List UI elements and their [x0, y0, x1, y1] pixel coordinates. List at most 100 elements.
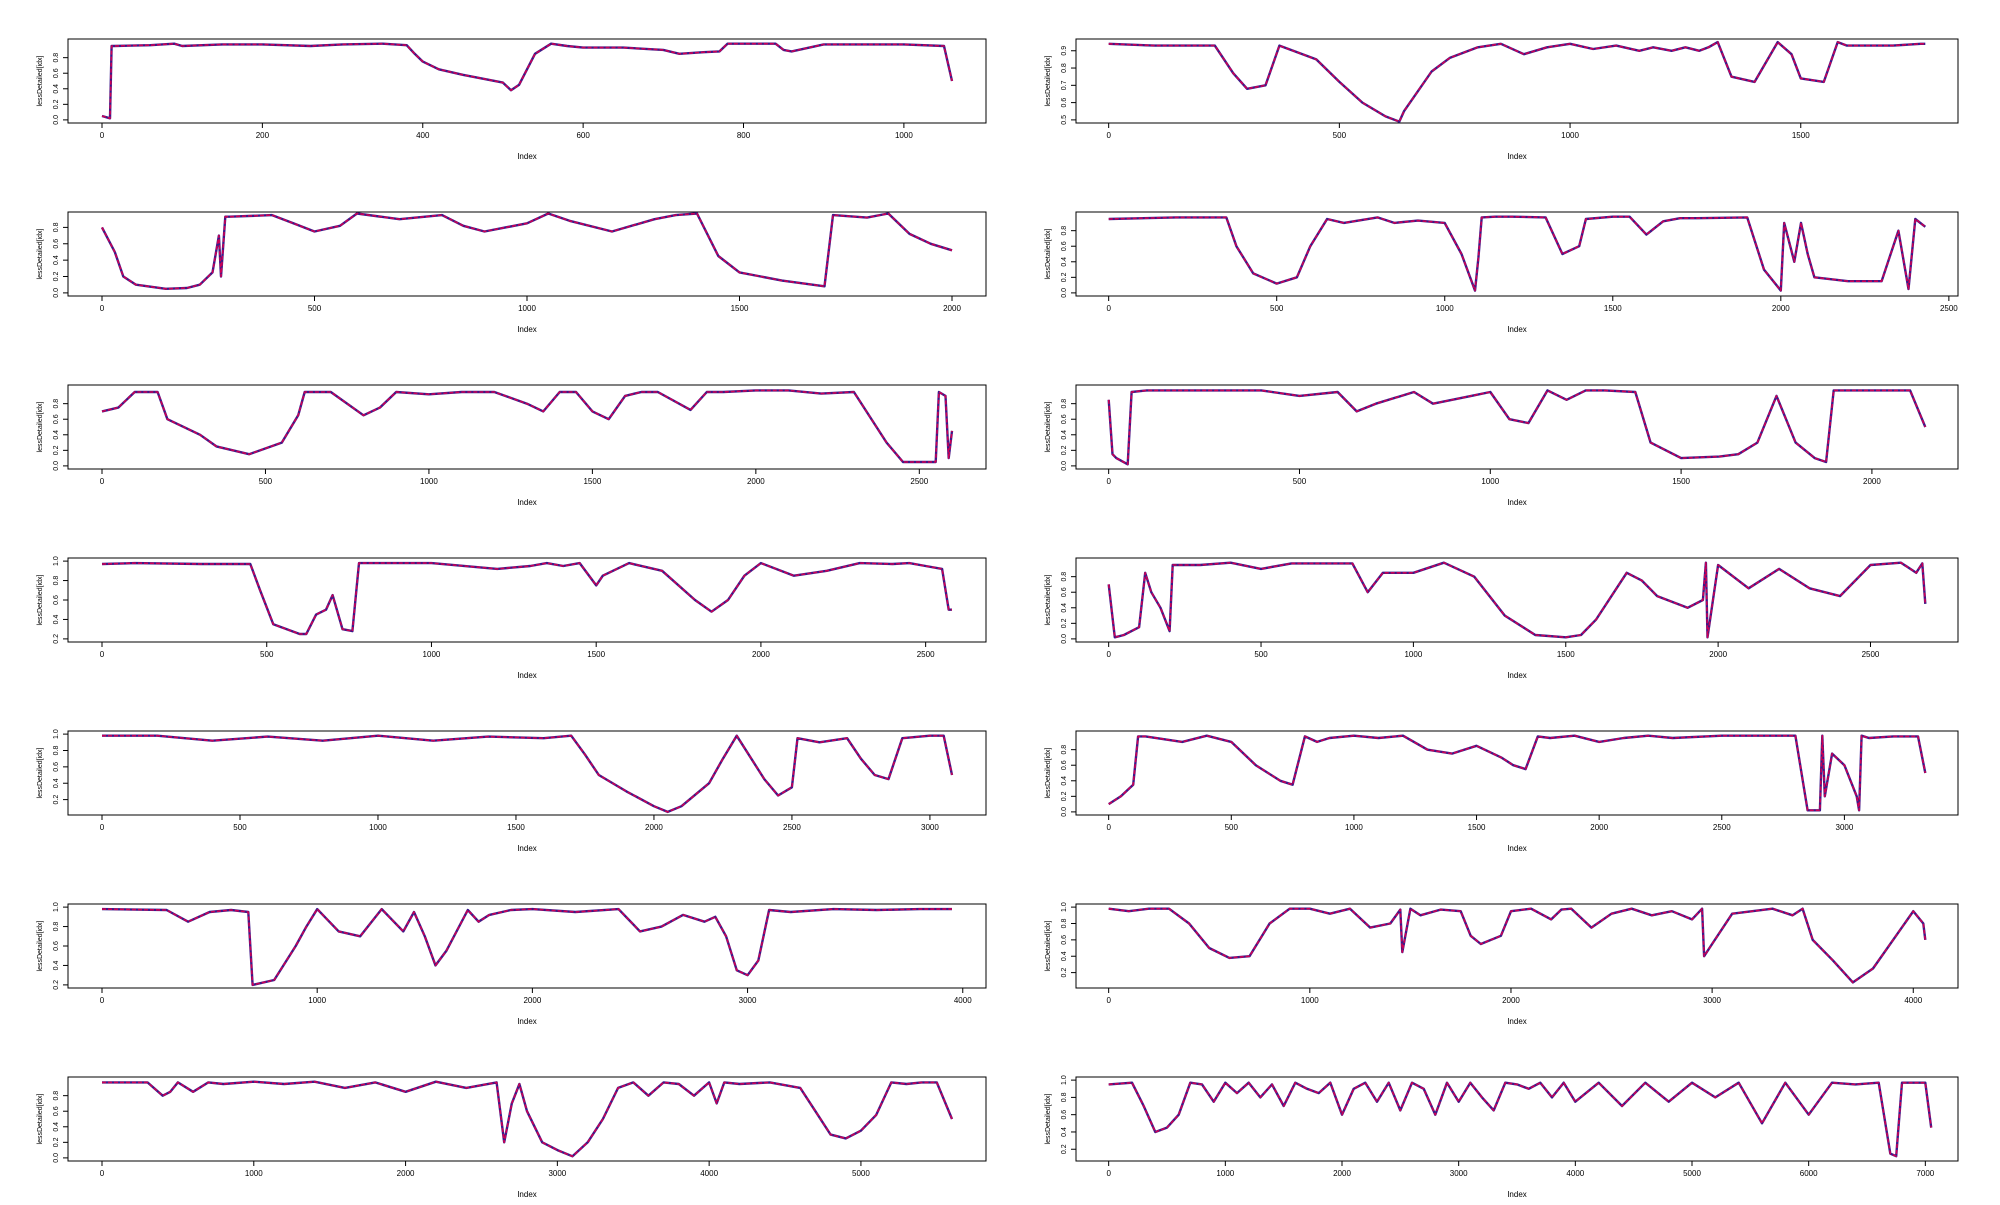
chart-panel-14: 0 1000 2000 3000 4000 5000 6000 7000 0.2 0.4 0.6 0.…: [1045, 1075, 1959, 1199]
series-line-shadow: [101, 907, 952, 987]
x-tick-label: 2000: [1863, 477, 1881, 486]
y-axis-label: lessDetailed[idx]: [37, 747, 44, 798]
x-tick-label: 1500: [1604, 304, 1622, 313]
plot-frame: [67, 38, 987, 124]
y-tick-label: 0.4: [1061, 1127, 1068, 1137]
y-tick-label: 0.2: [53, 99, 60, 109]
x-tick-label: 2500: [1713, 823, 1731, 832]
y-tick-label: 0.2: [1061, 968, 1068, 978]
x-tick-label: 500: [1225, 823, 1239, 832]
x-tick-label: 3000: [739, 996, 757, 1005]
x-tick-label: 0: [1106, 477, 1111, 486]
x-axis-label: Index: [1507, 498, 1527, 507]
x-tick-label: 200: [256, 131, 270, 140]
x-tick-label: 600: [576, 131, 590, 140]
series-line: [1108, 215, 1926, 292]
y-tick-label: 0.8: [53, 746, 60, 756]
x-axis-label: Index: [517, 498, 537, 507]
x-tick-label: 1000: [895, 131, 913, 140]
series-line: [102, 734, 953, 813]
y-tick-label: 0.5: [1061, 115, 1068, 125]
y-tick-label: 0.2: [53, 634, 60, 644]
y-tick-label: 0.6: [53, 1106, 60, 1116]
y-tick-label: 0.6: [53, 68, 60, 78]
plot-frame: [1075, 211, 1959, 297]
series-line-shadow: [100, 212, 953, 290]
x-tick-label: 4000: [700, 1169, 718, 1178]
y-tick-label: 0.6: [53, 941, 60, 951]
x-tick-label: 1500: [1672, 477, 1690, 486]
x-tick-label: 5000: [852, 1169, 870, 1178]
x-tick-label: 0: [100, 823, 105, 832]
series-line-shadow: [1107, 389, 1927, 466]
y-axis-label: lessDetailed[idx]: [1045, 401, 1052, 452]
y-tick-label: 0.7: [1061, 80, 1068, 90]
x-axis-label: Index: [1507, 325, 1527, 334]
x-tick-label: 1000: [518, 304, 536, 313]
series-line-shadow: [101, 42, 954, 120]
chart-panel-13: 0 1000 2000 3000 4000 5000 0.0 0.2 0.4 0.6 0.8 Inde…: [37, 1076, 987, 1199]
x-tick-label: 2000: [1333, 1169, 1351, 1178]
y-tick-label: 0.0: [1061, 461, 1068, 471]
y-tick-label: 0.4: [53, 778, 60, 788]
plot-frame: [1075, 557, 1959, 643]
plot-frame: [67, 384, 987, 470]
y-tick-label: 0.2: [53, 980, 60, 990]
x-tick-label: 2000: [747, 477, 765, 486]
x-tick-label: 500: [308, 304, 322, 313]
x-tick-label: 1500: [1792, 131, 1810, 140]
y-tick-label: 0.8: [53, 1091, 60, 1101]
plot-frame: [67, 1076, 987, 1162]
y-tick-label: 0.4: [1061, 951, 1068, 961]
x-tick-label: 2500: [910, 477, 928, 486]
y-tick-label: 0.8: [1061, 1092, 1068, 1102]
series-line: [1108, 734, 1927, 812]
chart-panel-6: 0 500 1000 1500 2000 0.0 0.2 0.4 0.6 0.8 Index less…: [1045, 384, 1959, 507]
x-tick-label: 7000: [1916, 1169, 1934, 1178]
y-tick-label: 1.0: [1061, 1075, 1068, 1085]
x-axis-label: Index: [517, 152, 537, 161]
chart-panel-7: 0 500 1000 1500 2000 2500 0.2 0.4 0.6 0.8 1.0 Index…: [37, 556, 987, 680]
x-tick-label: 3000: [1703, 996, 1721, 1005]
y-tick-label: 0.6: [1061, 241, 1068, 251]
series-line: [101, 389, 953, 463]
x-tick-label: 2500: [783, 823, 801, 832]
y-tick-label: 0.4: [1061, 776, 1068, 786]
x-tick-label: 2500: [917, 650, 935, 659]
y-axis-label: lessDetailed[idx]: [37, 55, 44, 106]
x-tick-label: 1500: [507, 823, 525, 832]
plot-frame: [67, 211, 987, 297]
y-tick-label: 0.6: [1061, 587, 1068, 597]
chart-panel-11: 0 1000 2000 3000 4000 0.2 0.4 0.6 0.8 1.0 Index les…: [37, 902, 987, 1026]
x-tick-label: 2500: [1940, 304, 1958, 313]
y-axis-label: lessDetailed[idx]: [37, 1093, 44, 1144]
x-tick-label: 500: [233, 823, 247, 832]
x-tick-label: 1000: [423, 650, 441, 659]
series-line-shadow: [101, 561, 952, 636]
x-tick-label: 0: [100, 996, 105, 1005]
plot-frame: [67, 557, 987, 643]
chart-panel-1: 0 200 400 600 800 1000 0.0 0.2 0.4 0.6 0.8 Index les…: [37, 38, 987, 161]
y-tick-label: 0.2: [1061, 618, 1068, 628]
y-tick-label: 0.6: [1061, 935, 1068, 945]
x-tick-label: 1000: [420, 477, 438, 486]
y-tick-label: 0.4: [53, 1122, 60, 1132]
x-tick-label: 2000: [752, 650, 770, 659]
x-tick-label: 0: [1106, 996, 1111, 1005]
series-line-shadow: [1108, 734, 1927, 812]
x-tick-label: 2000: [645, 823, 663, 832]
series-line-shadow: [102, 734, 954, 814]
y-tick-label: 0.0: [53, 461, 60, 471]
y-tick-label: 0.2: [53, 445, 60, 455]
y-tick-label: 0.8: [53, 399, 60, 409]
plot-frame: [67, 903, 987, 989]
x-tick-label: 5000: [1683, 1169, 1701, 1178]
y-tick-label: 0.4: [1061, 603, 1068, 613]
y-tick-label: 0.4: [1061, 430, 1068, 440]
x-tick-label: 0: [100, 304, 105, 313]
x-tick-label: 2000: [1709, 650, 1727, 659]
y-tick-label: 0.8: [1061, 919, 1068, 929]
x-tick-label: 6000: [1800, 1169, 1818, 1178]
